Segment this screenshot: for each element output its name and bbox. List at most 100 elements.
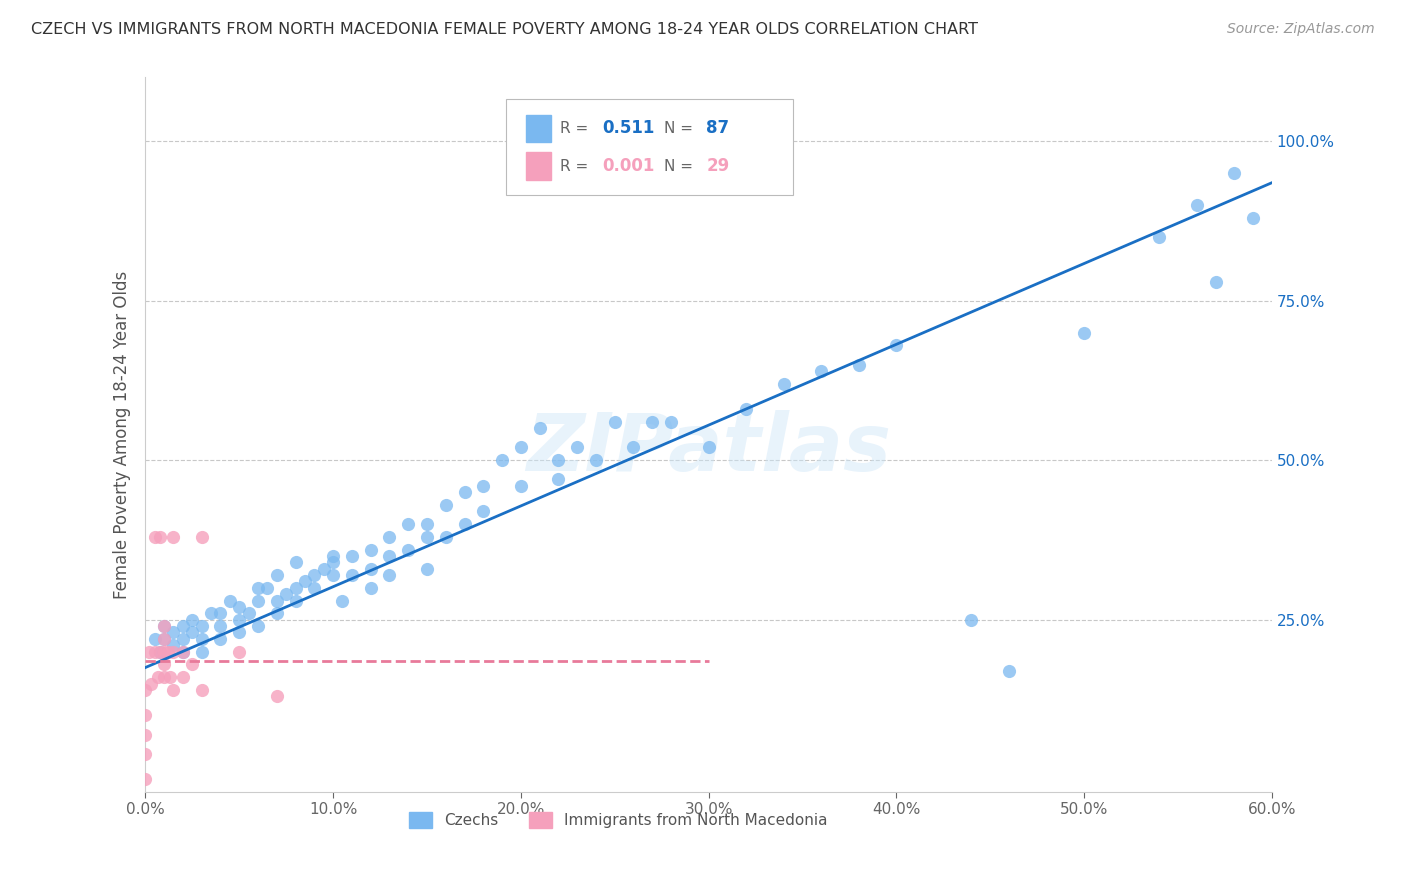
Point [149,645,172,659]
Point [162,638,184,652]
Point [378,530,401,544]
Point [491,453,513,467]
Point [190,645,212,659]
Point [162,682,184,697]
Point [190,530,212,544]
Point [697,441,720,455]
Point [304,568,326,582]
Point [134,682,156,697]
Text: 0.511: 0.511 [603,120,655,137]
Point [340,568,363,582]
Point [641,415,664,429]
Point [1223,166,1246,180]
Point [416,530,439,544]
FancyBboxPatch shape [506,99,793,195]
Point [266,593,288,607]
Point [153,645,176,659]
Point [396,516,419,531]
Point [772,376,794,391]
Point [266,568,288,582]
Point [284,593,307,607]
Point [416,516,439,531]
Point [153,657,176,672]
Point [139,676,162,690]
Point [340,549,363,563]
Point [312,562,335,576]
Point [162,645,184,659]
Point [134,772,156,787]
Point [172,645,194,659]
Point [360,562,382,576]
Point [138,645,160,659]
Text: ZIPatlas: ZIPatlas [526,410,891,488]
Point [172,619,194,633]
Point [322,555,344,569]
Point [585,453,607,467]
Point [153,619,176,633]
Point [434,530,457,544]
Point [156,645,179,659]
Point [276,587,298,601]
Point [228,645,250,659]
Point [181,625,204,640]
Point [284,555,307,569]
Point [143,632,166,646]
Point [378,568,401,582]
Y-axis label: Female Poverty Among 18-24 Year Olds: Female Poverty Among 18-24 Year Olds [114,270,131,599]
Point [567,441,589,455]
Point [256,581,278,595]
Text: R =: R = [560,120,593,136]
Point [659,415,682,429]
Point [509,441,531,455]
Point [246,593,269,607]
Point [190,619,212,633]
Point [246,581,269,595]
Point [134,727,156,741]
Point [209,607,232,621]
Point [735,402,758,417]
Point [172,670,194,684]
Bar [526,114,551,142]
Point [162,625,184,640]
Point [960,613,983,627]
Point [547,472,569,486]
Point [1205,275,1227,289]
Point [209,619,232,633]
Text: 87: 87 [706,120,730,137]
Point [284,581,307,595]
Point [228,599,250,614]
Point [623,441,645,455]
Point [181,613,204,627]
Point [228,613,250,627]
Point [190,682,212,697]
Point [294,574,316,589]
Legend: Czechs, Immigrants from North Macedonia: Czechs, Immigrants from North Macedonia [404,806,834,834]
Point [172,645,194,659]
Text: Source: ZipAtlas.com: Source: ZipAtlas.com [1227,22,1375,37]
Point [153,619,176,633]
Point [1185,198,1208,212]
Point [209,632,232,646]
Point [416,562,439,576]
Point [396,542,419,557]
Point [332,593,354,607]
Point [434,498,457,512]
Text: 0.001: 0.001 [603,157,655,175]
Point [246,619,269,633]
Text: N =: N = [664,159,697,174]
Point [228,625,250,640]
Point [159,670,181,684]
Text: N =: N = [664,120,697,136]
Point [378,549,401,563]
Point [200,607,222,621]
Point [148,670,170,684]
Point [529,421,551,435]
Text: 29: 29 [706,157,730,175]
Point [172,632,194,646]
Point [149,530,172,544]
Point [322,568,344,582]
Point [134,708,156,723]
Point [134,747,156,761]
Point [848,358,870,372]
Point [547,453,569,467]
